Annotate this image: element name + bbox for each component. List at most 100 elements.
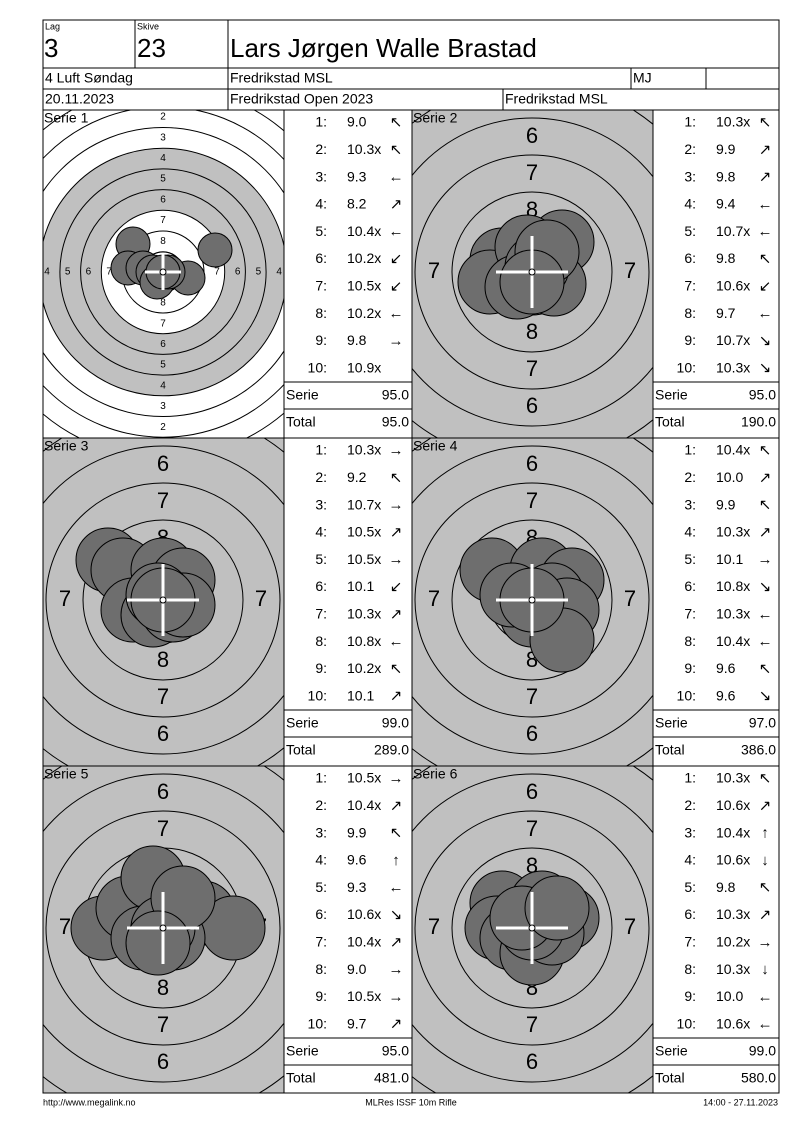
- shot-score: 9.8: [716, 168, 736, 184]
- shot-score: 10.5x: [347, 278, 381, 294]
- total-score: 481.0: [374, 1070, 409, 1086]
- ring: [43, 773, 284, 1083]
- shot-score: 10.3x: [347, 442, 381, 458]
- shot-number: 8:: [684, 305, 696, 321]
- ring-label: 3: [160, 132, 166, 143]
- shot-number: 9:: [315, 988, 327, 1004]
- shot-number: 6:: [315, 906, 327, 922]
- ring: [43, 110, 284, 438]
- shot-direction: ↗: [759, 141, 772, 158]
- footer-timestamp: 14:00 - 27.11.2023: [703, 1097, 778, 1107]
- shot-score: 10.8x: [716, 578, 750, 594]
- shot-number: 2:: [684, 141, 696, 157]
- series-title: Serie 1: [44, 110, 89, 126]
- shot-direction: ↗: [759, 524, 772, 541]
- shot-number: 3:: [315, 168, 327, 184]
- shot-number: 2:: [684, 797, 696, 813]
- ring-label: 7: [59, 914, 71, 939]
- shot-number: 3:: [315, 824, 327, 840]
- shot-direction: ↖: [759, 497, 772, 514]
- ring-label: 7: [526, 488, 538, 513]
- shot-direction: ←: [758, 988, 773, 1005]
- shot-number: 4:: [684, 196, 696, 212]
- shot-number: 6:: [684, 906, 696, 922]
- lag: 3: [44, 33, 58, 63]
- shot-score: 8.2: [347, 196, 367, 212]
- ring-label: 8: [160, 298, 166, 309]
- ring-label: 7: [624, 258, 636, 283]
- target: 2 3 4 5 6 7 8 8 7 6 5 4 3 2 4 5 6 7 7 6 5 4: [43, 110, 284, 438]
- shot-number: 7:: [684, 278, 696, 294]
- shot-direction: →: [758, 934, 773, 951]
- shot-number: 6:: [315, 578, 327, 594]
- shot-number: 1:: [315, 114, 327, 130]
- serie-label: Serie: [286, 1043, 319, 1059]
- shot-score: 9.2: [347, 469, 367, 485]
- shot-score: 10.6x: [347, 906, 381, 922]
- class: 4 Luft Søndag: [45, 70, 133, 86]
- score-list: [652, 765, 780, 1094]
- shot-score: 10.7x: [716, 332, 750, 348]
- shot-number: 8:: [684, 961, 696, 977]
- shot-direction: ↘: [759, 578, 772, 595]
- shot-score: 10.8x: [347, 633, 381, 649]
- total-label: Total: [286, 742, 316, 758]
- ring-label: 6: [86, 267, 92, 278]
- shot-score: 10.6x: [716, 797, 750, 813]
- club: Fredrikstad MSL: [230, 70, 333, 86]
- center-dot: [159, 268, 167, 276]
- ring-label: 7: [526, 356, 538, 381]
- ring-label: 7: [106, 267, 112, 278]
- shot-direction: →: [389, 442, 404, 459]
- shot-direction: ↑: [761, 825, 769, 842]
- ring: [45, 482, 281, 718]
- ring-label: 6: [160, 339, 166, 350]
- ring: [43, 127, 284, 417]
- ring-label: 6: [157, 451, 169, 476]
- shot-number: 2:: [315, 797, 327, 813]
- shot-number: 10:: [308, 687, 327, 703]
- ring-label: 7: [160, 215, 166, 226]
- shot-number: 3:: [684, 168, 696, 184]
- serie-label: Serie: [655, 387, 688, 403]
- shot-score: 10.3x: [347, 606, 381, 622]
- shot-number: 4:: [315, 524, 327, 540]
- shot-direction: ↗: [390, 524, 403, 541]
- total-label: Total: [286, 1070, 316, 1086]
- shot-hole: [197, 232, 233, 268]
- shot-direction: ←: [758, 305, 773, 322]
- shot-number: 8:: [315, 305, 327, 321]
- shot-score: 9.0: [347, 961, 367, 977]
- shot-direction: ←: [758, 196, 773, 213]
- ring-label: 6: [235, 267, 241, 278]
- shot-direction: ↗: [759, 906, 772, 923]
- ring: [59, 168, 267, 376]
- ring: [451, 847, 613, 1009]
- shot-score: 10.3x: [716, 961, 750, 977]
- ring-label: 6: [526, 721, 538, 746]
- shot-score: 9.7: [347, 1015, 367, 1031]
- center-dot: [528, 924, 536, 932]
- shot-direction: ↘: [759, 332, 772, 349]
- ring-label: 6: [157, 779, 169, 804]
- cell: [705, 67, 780, 90]
- shot-number: 1:: [315, 770, 327, 786]
- shot-direction: →: [389, 332, 404, 349]
- ring-label: 6: [160, 194, 166, 205]
- ring-label: 7: [526, 816, 538, 841]
- shot-number: 10:: [308, 359, 327, 375]
- serie-score: 97.0: [749, 715, 776, 731]
- shot-number: 4:: [315, 852, 327, 868]
- shot-score: 10.3x: [716, 606, 750, 622]
- shot-number: 7:: [315, 278, 327, 294]
- shot-number: 2:: [315, 141, 327, 157]
- ring: [100, 209, 226, 335]
- shot-direction: ↖: [390, 141, 403, 158]
- shot-score: 9.9: [347, 824, 367, 840]
- shot-score: 10.2x: [347, 305, 381, 321]
- ring-label: 7: [428, 914, 440, 939]
- ring-label: 2: [160, 422, 166, 433]
- serie-score: 95.0: [749, 387, 776, 403]
